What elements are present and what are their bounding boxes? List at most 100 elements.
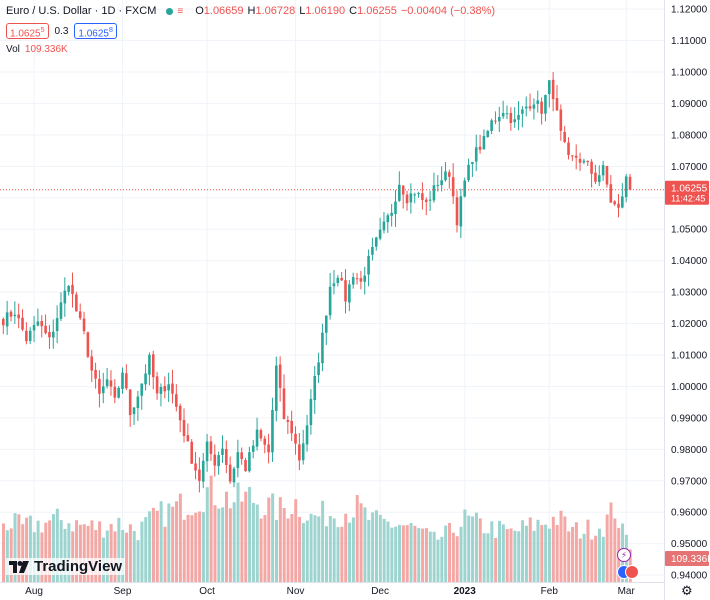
volume-bar [86,525,90,582]
price-axis-label: 0.98000 [671,445,708,456]
volume-bar [413,525,417,582]
candle-body [151,354,155,378]
volume-bar [505,529,509,582]
candle-body [55,318,59,332]
candle-body [432,185,436,201]
volume-bar [332,518,336,582]
volume-bar [582,533,586,582]
volume-bar [355,495,359,582]
candle-body [194,463,197,471]
volume-bar [359,503,363,582]
volume-bar [151,507,155,582]
volume-bar [421,528,425,582]
volume-bar [494,537,498,582]
candle-body [348,284,351,303]
volume-bar [440,536,444,582]
candle-body [271,409,274,453]
candle-body [509,112,513,124]
volume-label[interactable]: Vol [6,44,20,55]
volume-bar [13,513,17,582]
volume-bar [513,530,517,582]
volume-bar [432,531,436,582]
candle-body [105,379,109,387]
volume-bar [386,521,390,582]
volume-badge [665,551,709,566]
volume-bar [21,524,25,582]
volume-bar [501,524,505,582]
settings-gear-icon[interactable]: ⚙ [681,583,693,598]
candle-body [263,438,267,445]
candle-body [186,435,190,442]
volume-bar [278,497,282,582]
candle-body [298,444,301,461]
time-axis-label: Sep [114,586,132,597]
sell-button[interactable]: 1.06255 [6,23,49,39]
candle-body [494,120,497,122]
candle-body [417,193,420,195]
currency-flags-icon[interactable] [617,565,641,579]
volume-bar [363,507,367,582]
volume-bar [5,530,9,582]
volume-bar [301,523,305,582]
volume-bar [559,510,563,582]
volume-bar [444,525,448,582]
candle-body [628,176,632,190]
symbol-title[interactable]: Euro / U.S. Dollar · 1D · FXCM [6,5,157,17]
candle-body [205,441,209,462]
candle-body [163,386,167,392]
candle-body [48,332,51,338]
candle-body [536,100,540,104]
candle-body [478,146,482,150]
volume-bar [409,523,413,582]
volume-bar [436,539,440,582]
volume-bar [417,528,421,582]
volume-bar [348,522,352,582]
candle-body [582,160,586,163]
candle-body [78,311,82,319]
volume-value: 109.336K [24,44,68,55]
volume-bar [451,532,455,582]
candle-body [359,278,363,282]
candle-body [136,396,140,409]
candle-body [559,109,563,131]
lightning-icon[interactable]: ⚡ [617,548,631,562]
candle-body [148,354,151,375]
close-value: 1.06255 [357,5,397,17]
chart-legend: Euro / U.S. Dollar · 1D · FXCM ≡ O 1.0665… [6,5,499,17]
volume-bar [574,522,578,582]
candle-body [125,373,128,389]
candle-body [13,314,17,317]
buy-button[interactable]: 1.06258 [74,23,117,39]
volume-bar [105,530,109,582]
candle-body [544,95,547,114]
volume-bar [459,526,463,582]
volume-bar [98,521,102,582]
price-axis-label: 0.97000 [671,476,708,487]
volume-bar [524,525,528,582]
volume-bar [367,519,371,582]
open-label: O [195,5,204,17]
volume-bar [240,501,244,582]
volume-bar [540,525,544,582]
volume-bar [597,528,601,582]
tradingview-logo[interactable]: TradingView [6,558,126,575]
candle-body [228,464,232,482]
bar-countdown: 11:42:45 [671,194,705,204]
candle-body [594,172,597,182]
change-value: −0.00404 (−0.38%) [400,5,496,17]
candle-body [540,101,543,114]
candle-body [482,136,486,150]
volume-bar [563,516,567,582]
high-label: H [247,5,256,17]
candle-body [59,302,63,319]
volume-bar [9,528,13,582]
volume-bar [117,517,121,582]
candle-body [236,452,240,469]
candle-body [5,312,9,327]
last-price-value: 1.06255 [671,184,708,195]
price-axis-label: 1.12000 [671,5,708,16]
candle-body [248,452,251,472]
volume-bar [609,502,613,582]
volume-bar [405,525,409,582]
